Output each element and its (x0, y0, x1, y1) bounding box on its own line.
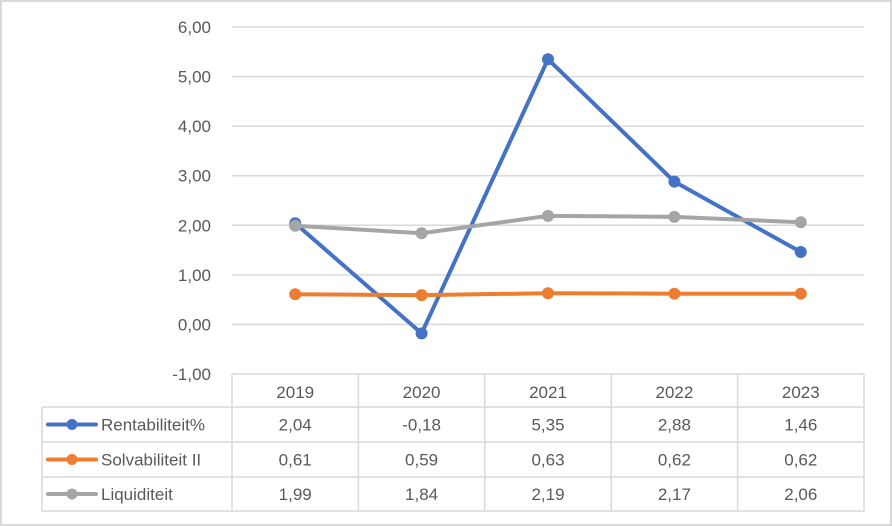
data-point-marker (794, 287, 807, 300)
table-cell-value: 0,62 (658, 451, 691, 470)
table-cell-value: 1,99 (279, 485, 312, 504)
data-point-marker (415, 289, 428, 302)
table-cell-value: 2,19 (531, 485, 564, 504)
series-name: Liquiditeit (101, 485, 173, 504)
table-cell-value: 2,88 (658, 416, 691, 435)
data-point-marker (289, 219, 302, 232)
category-label: 2022 (655, 383, 693, 402)
table-cell-value: 0,63 (531, 451, 564, 470)
table-cell-value: -0,18 (402, 416, 441, 435)
category-label: 2021 (529, 383, 567, 402)
y-tick-label: -1,00 (172, 365, 211, 384)
series-name: Solvabiliteit II (101, 451, 201, 470)
y-tick-label: 0,00 (178, 315, 211, 334)
series-name: Rentabiliteit% (101, 416, 205, 435)
table-cell-value: 2,17 (658, 485, 691, 504)
data-point-marker (668, 210, 681, 223)
y-tick-label: 4,00 (178, 117, 211, 136)
data-point-marker (415, 327, 428, 340)
table-cell-value: 0,62 (784, 451, 817, 470)
data-point-marker (794, 246, 807, 259)
table-cell-value: 1,84 (405, 485, 438, 504)
table-cell-value: 2,06 (784, 485, 817, 504)
y-tick-label: 6,00 (178, 18, 211, 37)
y-tick-label: 5,00 (178, 68, 211, 87)
y-tick-label: 1,00 (178, 266, 211, 285)
data-point-marker (794, 216, 807, 229)
legend-marker-icon (66, 488, 78, 500)
legend-marker-icon (66, 419, 78, 430)
category-label: 2020 (403, 383, 441, 402)
data-point-marker (542, 53, 554, 66)
y-tick-label: 2,00 (178, 216, 211, 235)
y-tick-label: 3,00 (178, 167, 211, 186)
table-cell-value: 0,61 (279, 451, 312, 470)
data-point-marker (668, 175, 681, 188)
table-cell-value: 1,46 (784, 416, 817, 435)
data-point-marker (415, 227, 428, 240)
table-cell-value: 0,59 (405, 451, 438, 470)
legend-marker-icon (66, 454, 78, 465)
data-point-marker (542, 287, 554, 300)
data-point-marker (668, 287, 681, 300)
data-point-marker (542, 209, 554, 222)
category-label: 2019 (276, 383, 314, 402)
table-cell-value: 5,35 (531, 416, 564, 435)
table-cell-value: 2,04 (279, 416, 312, 435)
data-point-marker (289, 288, 302, 301)
category-label: 2023 (782, 383, 820, 402)
